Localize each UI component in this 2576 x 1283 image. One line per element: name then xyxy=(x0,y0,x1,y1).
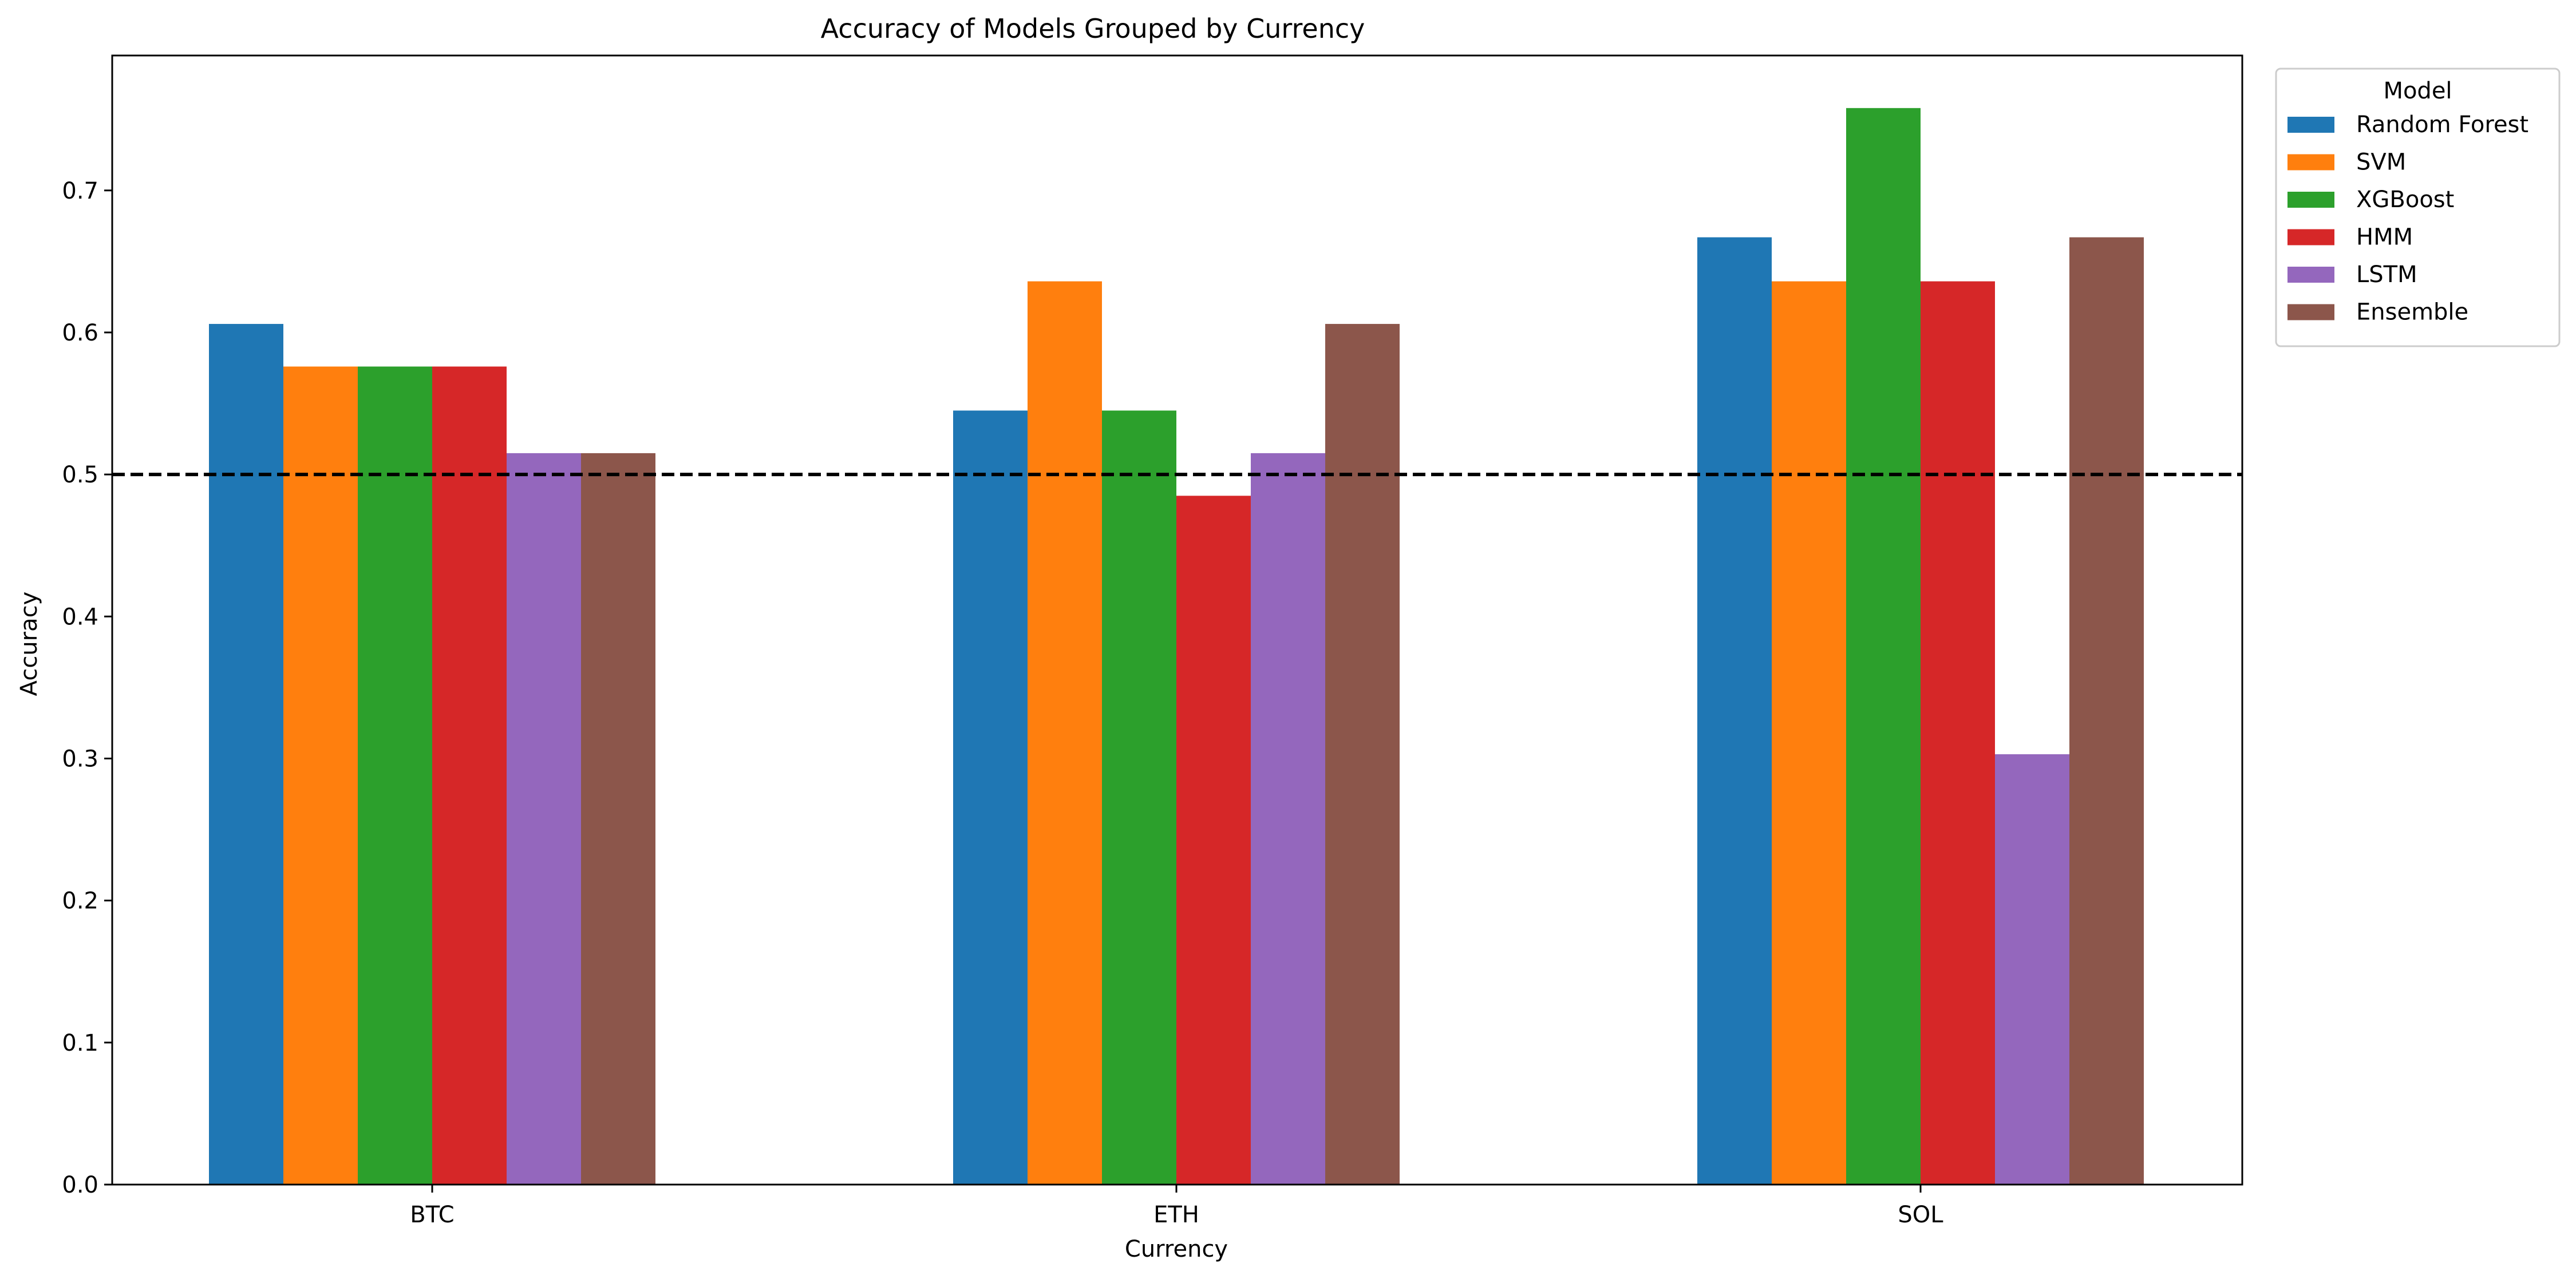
legend-label: Ensemble xyxy=(2356,299,2468,326)
legend-swatch xyxy=(2287,117,2334,133)
y-tick-label: 0.6 xyxy=(62,320,98,346)
bar-random-forest-eth xyxy=(953,410,1028,1185)
x-tick-label: BTC xyxy=(410,1202,454,1228)
bar-xgboost-sol xyxy=(1846,108,1921,1185)
bar-hmm-sol xyxy=(1921,281,1995,1185)
legend-swatch xyxy=(2287,154,2334,171)
y-tick-label: 0.5 xyxy=(62,462,98,488)
bar-ensemble-sol xyxy=(2069,237,2144,1185)
bar-lstm-eth xyxy=(1251,453,1325,1185)
legend-label: LSTM xyxy=(2356,262,2417,288)
plot-area: 0.0 0.1 0.2 0.3 0.4 0.5 0.6 0.7 BTC ETH SOL xyxy=(62,54,2243,1228)
bar-hmm-eth xyxy=(1176,496,1251,1185)
legend-label: XGBoost xyxy=(2356,187,2454,213)
bar-random-forest-btc xyxy=(209,324,283,1185)
bar-hmm-btc xyxy=(432,366,507,1185)
y-tick-label: 0.3 xyxy=(62,746,98,772)
chart-title: Accuracy of Models Grouped by Currency xyxy=(821,13,1365,44)
bar-svm-sol xyxy=(1772,281,1846,1185)
legend-swatch xyxy=(2287,192,2334,208)
legend-swatch xyxy=(2287,304,2334,320)
legend: Model Random Forest SVM XGBoost HMM LSTM Ensem… xyxy=(2275,68,2561,347)
y-tick-label: 0.4 xyxy=(62,604,98,630)
y-tick-label: 0.2 xyxy=(62,888,98,914)
legend-label: Random Forest xyxy=(2356,112,2528,138)
bar-ensemble-btc xyxy=(581,453,655,1185)
x-tick-label: SOL xyxy=(1898,1202,1943,1228)
y-axis-label: Accuracy xyxy=(16,592,42,696)
y-tick-label: 0.0 xyxy=(62,1172,98,1198)
legend-swatch xyxy=(2287,267,2334,283)
legend-label: SVM xyxy=(2356,149,2406,176)
x-tick-label: ETH xyxy=(1153,1202,1199,1228)
y-tick-label: 0.1 xyxy=(62,1030,98,1056)
x-axis-label: Currency xyxy=(1125,1236,1228,1262)
bar-lstm-btc xyxy=(507,453,581,1185)
bar-xgboost-eth xyxy=(1102,410,1176,1185)
legend-swatch xyxy=(2287,229,2334,245)
bar-lstm-sol xyxy=(1995,754,2069,1185)
bar-svm-btc xyxy=(283,366,358,1185)
bar-random-forest-sol xyxy=(1697,237,1772,1185)
legend-box xyxy=(2275,68,2561,347)
bar-ensemble-eth xyxy=(1325,324,1400,1185)
bar-svm-eth xyxy=(1028,281,1102,1185)
legend-title: Model xyxy=(2383,78,2452,104)
bar-xgboost-btc xyxy=(358,366,432,1185)
y-tick-label: 0.7 xyxy=(62,178,98,204)
legend-label: HMM xyxy=(2356,224,2413,251)
